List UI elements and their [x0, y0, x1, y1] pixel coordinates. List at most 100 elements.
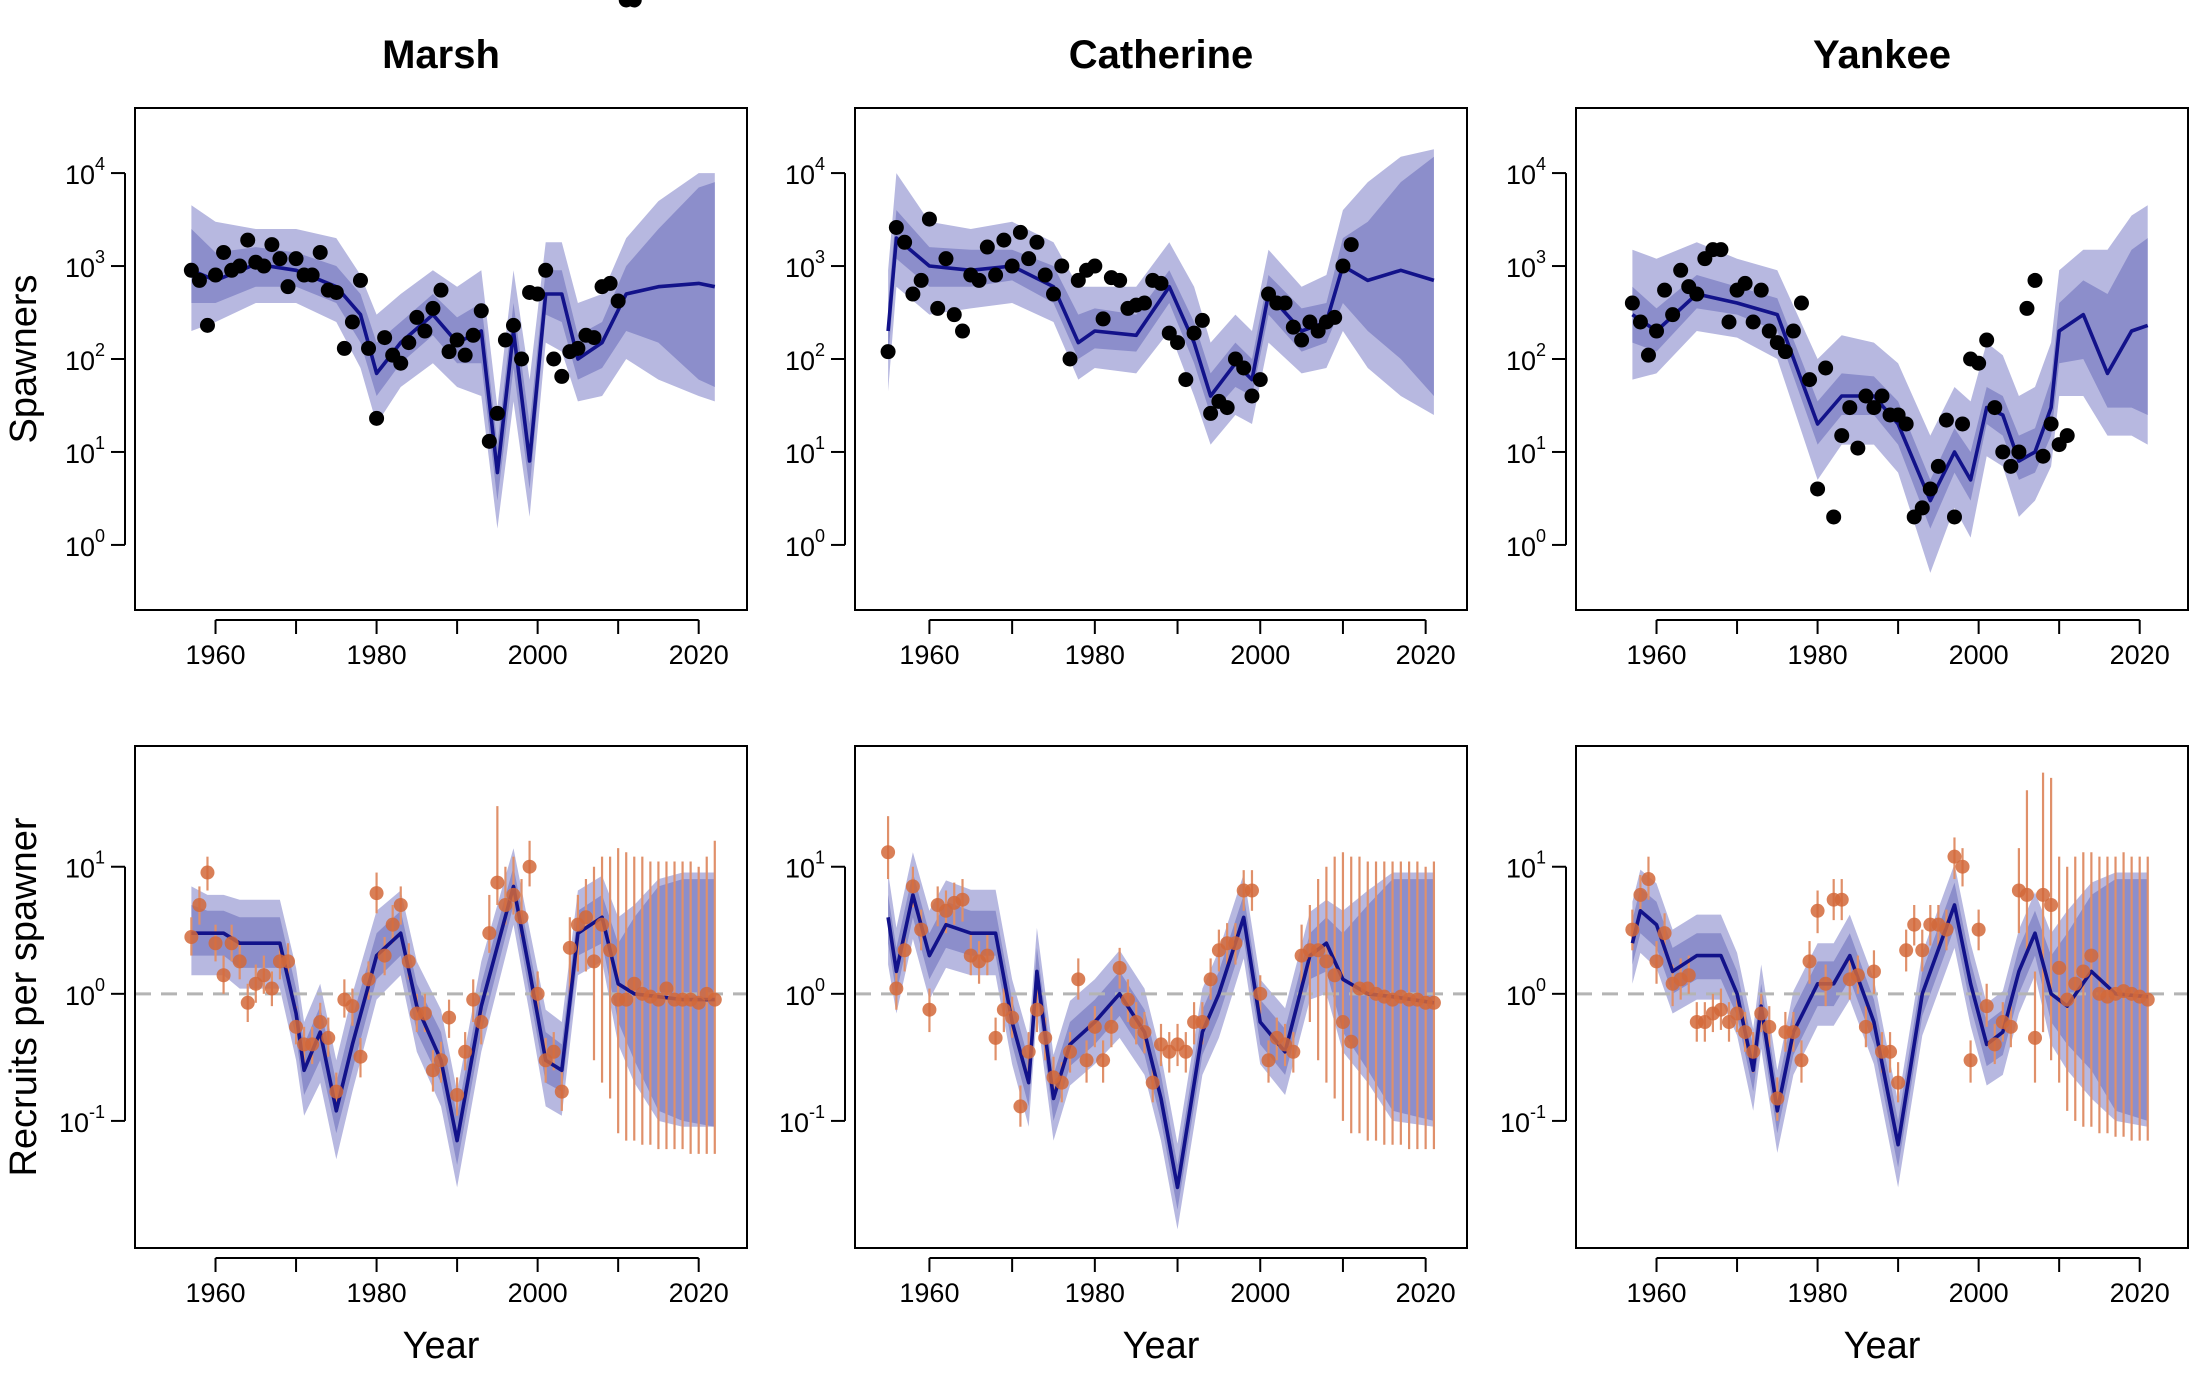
data-point — [595, 917, 610, 932]
data-point — [1261, 1053, 1276, 1068]
data-point — [979, 239, 995, 255]
data-point — [2011, 444, 2027, 460]
data-point — [1866, 964, 1881, 979]
data-point — [1005, 1010, 1020, 1025]
y-tick-label: 100 — [785, 526, 825, 562]
data-point — [1914, 500, 1930, 516]
data-point — [449, 332, 465, 348]
data-point — [498, 897, 513, 912]
data-point — [1681, 968, 1696, 983]
data-point — [1866, 400, 1882, 416]
data-point — [441, 344, 457, 360]
data-point — [1062, 351, 1078, 367]
median-line — [1631, 292, 2149, 503]
data-point — [465, 327, 481, 343]
data-point — [570, 340, 586, 356]
data-point — [1112, 272, 1128, 288]
data-point — [2052, 960, 2067, 975]
x-tick-label: 1960 — [185, 1278, 245, 1308]
data-point — [321, 1030, 336, 1045]
data-point — [2084, 948, 2099, 963]
data-point — [897, 234, 913, 250]
data-point — [988, 267, 1004, 283]
data-point — [458, 1044, 473, 1059]
data-point — [914, 922, 929, 937]
data-point — [1021, 251, 1037, 267]
data-point — [1713, 242, 1729, 258]
data-point — [417, 323, 433, 339]
data-point — [897, 943, 912, 958]
data-point — [281, 954, 295, 969]
data-point — [1858, 388, 1874, 404]
y-tick-label: 104 — [785, 154, 825, 190]
data-point — [1891, 1075, 1906, 1090]
data-point — [659, 981, 674, 996]
data-point — [1915, 943, 1930, 958]
outer-credible-band — [1632, 864, 2148, 1188]
data-point — [442, 1010, 457, 1025]
data-point — [1096, 1053, 1111, 1068]
data-point — [2035, 448, 2051, 464]
y-tick-label: 101 — [1506, 848, 1546, 884]
data-point — [562, 940, 577, 955]
plot-frame — [854, 107, 1468, 611]
y-axis-label: Recruits per spawner — [3, 817, 45, 1176]
data-point — [1850, 440, 1866, 456]
data-point — [2003, 458, 2019, 474]
data-point — [191, 272, 207, 288]
data-point — [1834, 428, 1850, 444]
data-point — [1874, 388, 1890, 404]
data-point — [183, 262, 199, 278]
y-tick-label: 102 — [65, 340, 105, 376]
y-tick-label: 100 — [65, 975, 105, 1011]
data-point — [1858, 1019, 1873, 1034]
data-point — [256, 258, 272, 274]
y-tick-label: 104 — [65, 154, 105, 190]
data-point — [401, 335, 417, 351]
data-point — [1194, 312, 1210, 328]
data-point — [1737, 275, 1753, 291]
panel-1: 1960 1980 2000 2020 100 101 102 103 104 Catherine — [785, 33, 1468, 670]
y-tick-label: 100 — [65, 526, 105, 562]
data-point — [328, 284, 344, 300]
data-point — [369, 886, 384, 901]
data-point — [377, 330, 393, 346]
data-point — [1971, 355, 1987, 371]
median-line — [1630, 903, 2148, 1147]
data-point — [1713, 1002, 1728, 1017]
inner-credible-band — [888, 872, 1434, 1210]
y-tick-label: 103 — [1506, 247, 1546, 283]
data-point — [1087, 1019, 1102, 1034]
data-point — [352, 272, 368, 288]
x-tick-label: 1980 — [1065, 1278, 1125, 1308]
data-point — [1219, 400, 1235, 416]
x-tick-label: 2000 — [1949, 640, 2009, 670]
data-point — [417, 1006, 432, 1021]
data-point — [1112, 960, 1127, 975]
data-point — [1327, 968, 1342, 983]
data-point — [913, 272, 929, 288]
data-point — [1754, 1006, 1769, 1021]
data-point — [434, 1053, 448, 1068]
x-tick-label: 1980 — [347, 640, 407, 670]
data-point — [1104, 1019, 1119, 1034]
data-point — [482, 926, 497, 941]
data-point — [288, 251, 304, 267]
data-point — [586, 330, 602, 346]
x-tick-label: 1960 — [899, 640, 959, 670]
data-point — [393, 355, 409, 371]
data-point — [2003, 1019, 2018, 1034]
data-point — [1252, 372, 1268, 388]
data-point — [1963, 1053, 1978, 1068]
data-point — [2019, 887, 2034, 902]
x-tick-label: 1980 — [1788, 640, 1848, 670]
data-point — [199, 317, 215, 333]
data-point — [1286, 1044, 1301, 1059]
data-point — [264, 981, 279, 996]
plot-frame — [134, 107, 748, 611]
data-point — [1037, 267, 1053, 283]
data-point — [409, 309, 425, 325]
data-point — [1327, 309, 1343, 325]
data-point — [1625, 922, 1640, 937]
